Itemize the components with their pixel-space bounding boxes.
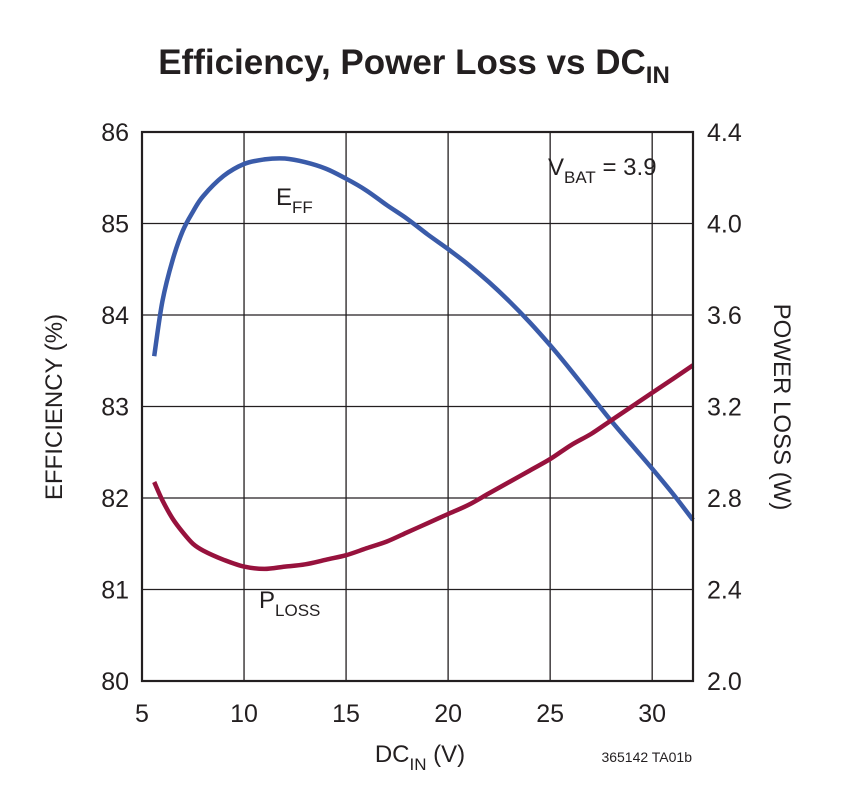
series-layer (151, 156, 695, 572)
annotation-subscript: BAT (564, 168, 596, 187)
series-label-eff-main: E (276, 184, 292, 211)
chart-title-main: Efficiency, Power Loss vs DC (158, 43, 646, 82)
series-label-eff-sub: FF (292, 198, 313, 217)
series-label-eff: EFF (276, 184, 313, 217)
y-left-tick-label: 86 (101, 119, 129, 147)
series-line-ploss (152, 363, 695, 572)
x-axis-label-sub: IN (410, 755, 427, 774)
x-tick-label: 5 (135, 700, 149, 728)
series-label-ploss-main: P (259, 587, 275, 614)
plot-frame (140, 130, 695, 683)
y-right-tick-label: 3.6 (707, 302, 742, 330)
y-left-tick-label: 85 (101, 211, 129, 239)
grid (142, 132, 693, 681)
tick-labels: 5 10 15 20 25 30 80 81 82 83 84 85 86 2.0 2.4 2.8 3.2 3.6… (101, 119, 742, 728)
y-right-tick-label: 2.4 (707, 577, 742, 605)
series-label-ploss-sub: LOSS (275, 601, 320, 620)
x-tick-label: 30 (638, 700, 666, 728)
chart-title: Efficiency, Power Loss vs DCIN (158, 43, 670, 89)
y-right-tick-label: 4.0 (707, 211, 742, 239)
y-axis-label-right: POWER LOSS (W) (768, 304, 795, 511)
series-label-ploss: PLOSS (259, 587, 320, 620)
y-right-tick-label: 2.0 (707, 668, 742, 696)
x-tick-label: 20 (434, 700, 462, 728)
x-axis-label-main: DC (375, 741, 410, 768)
annotation-rest: = 3.9 (596, 154, 657, 181)
y-right-tick-label: 2.8 (707, 485, 742, 513)
y-left-tick-label: 83 (101, 394, 129, 422)
x-tick-label: 25 (536, 700, 564, 728)
chart-title-subscript: IN (646, 62, 670, 89)
y-right-tick-label: 3.2 (707, 394, 742, 422)
annotation-vbat: VBAT = 3.9 (548, 154, 657, 187)
annotation-main: V (548, 154, 564, 181)
x-axis-label: DCIN (V) (375, 741, 465, 774)
y-left-tick-label: 84 (101, 302, 129, 330)
y-axis-label-left: EFFICIENCY (%) (41, 314, 68, 500)
y-right-tick-label: 4.4 (707, 119, 742, 147)
x-axis-label-unit: (V) (427, 741, 466, 768)
y-left-tick-label: 80 (101, 668, 129, 696)
x-tick-label: 10 (230, 700, 258, 728)
figure-id: 365142 TA01b (601, 749, 692, 765)
x-tick-label: 15 (332, 700, 360, 728)
y-left-tick-label: 81 (101, 577, 129, 605)
series-line-eff (151, 156, 695, 522)
y-left-tick-label: 82 (101, 485, 129, 513)
